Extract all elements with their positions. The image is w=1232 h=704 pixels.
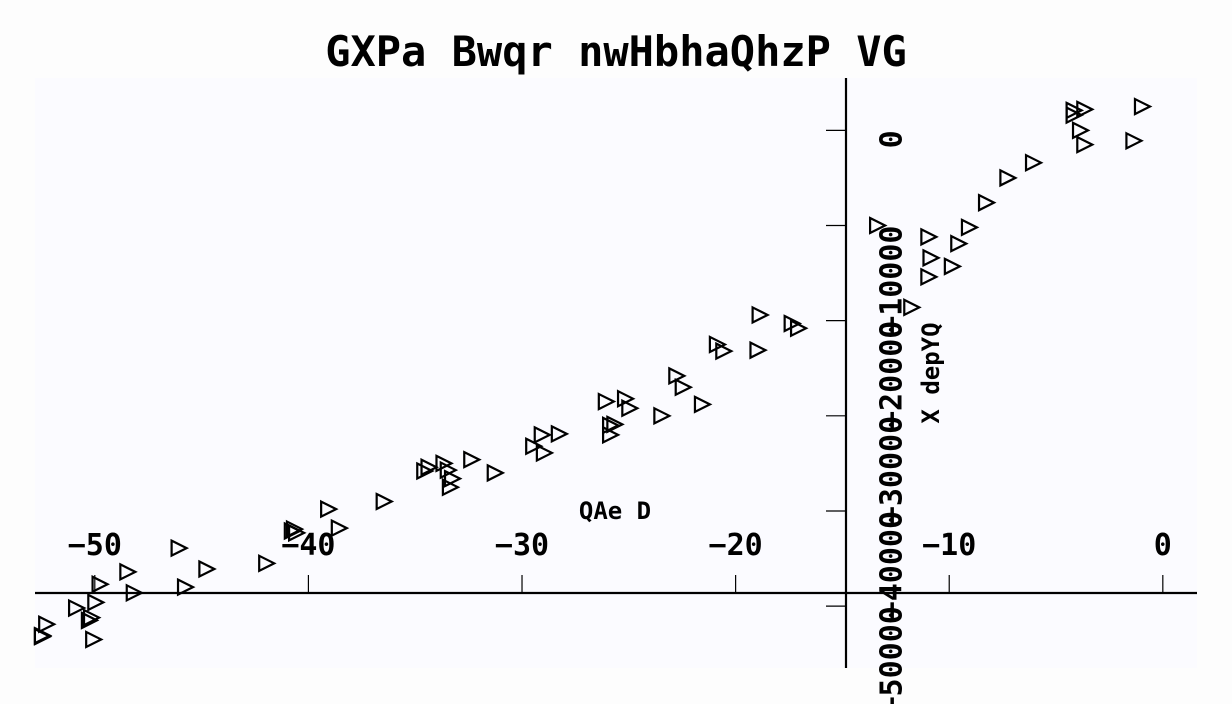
data-point [416, 461, 435, 481]
data-point [91, 574, 111, 594]
x-tick-label: −10 [922, 528, 976, 563]
data-point [751, 305, 771, 325]
y-tick-label: −40000 [875, 511, 910, 619]
data-point [170, 538, 190, 558]
data-point [920, 267, 939, 287]
data-point [198, 559, 217, 579]
data-point [749, 340, 768, 360]
data-point [82, 608, 102, 627]
x-tick-label: −30 [495, 528, 549, 563]
data-point [950, 234, 969, 253]
data-point [1133, 97, 1153, 116]
data-point [606, 415, 625, 434]
data-point [463, 450, 482, 469]
data-point [674, 377, 694, 397]
data-point [87, 593, 106, 612]
data-point [1076, 100, 1095, 119]
x-tick-label: −40 [281, 528, 335, 563]
data-point [435, 454, 454, 473]
data-point [1071, 121, 1091, 140]
data-point [320, 499, 339, 519]
data-point [920, 227, 939, 247]
data-point [119, 562, 138, 582]
data-point [1125, 131, 1144, 151]
x-tick-label: −20 [709, 528, 763, 563]
data-point [621, 398, 640, 418]
data-point [67, 598, 87, 618]
data-point [943, 257, 963, 276]
data-point [38, 614, 57, 634]
y-tick-label: −10000 [875, 226, 910, 334]
data-point [375, 492, 395, 511]
data-point [486, 463, 506, 483]
tick-labels: −50 −40 −30 −20 −10 0 0 −10000−20000−30000−4000… [68, 130, 1172, 704]
y-tick-label: 0 [875, 130, 910, 148]
data-point [258, 554, 277, 573]
data-point [789, 318, 809, 338]
data-point [443, 469, 463, 488]
data-point [330, 518, 350, 538]
axis-ticks [94, 129, 1164, 607]
data-point [977, 193, 997, 212]
data-point [597, 392, 617, 411]
x-tick-label: −50 [68, 528, 122, 563]
y-tick-label: −50000 [875, 606, 910, 704]
data-point [285, 519, 305, 539]
data-point [80, 611, 100, 630]
data-point [176, 577, 196, 597]
plot-background [35, 78, 1197, 668]
chart-title: GXPa Bwqr nwHbhaQhzP VG [325, 27, 907, 76]
data-point [1065, 105, 1085, 125]
data-point [903, 298, 922, 317]
data-points [33, 97, 1153, 649]
data-point [1076, 135, 1095, 154]
x-axis-label: QAe D [579, 497, 651, 525]
data-point [1024, 153, 1044, 172]
data-point [33, 626, 53, 645]
data-point [868, 216, 888, 235]
y-tick-label: −20000 [875, 321, 910, 429]
data-point [715, 341, 734, 361]
y-axis-label: X depYQ [917, 322, 945, 423]
data-point [550, 424, 570, 444]
data-point [287, 523, 307, 543]
x-tick-label: 0 [1154, 528, 1172, 563]
data-point [653, 406, 672, 426]
data-point [999, 168, 1018, 188]
data-point [85, 630, 104, 649]
data-point [533, 425, 553, 445]
data-point [922, 248, 941, 268]
data-point [960, 218, 980, 237]
data-point [125, 583, 145, 603]
data-point [693, 395, 713, 414]
data-point [420, 457, 439, 477]
data-point [535, 443, 555, 463]
y-tick-label: −30000 [875, 416, 910, 524]
